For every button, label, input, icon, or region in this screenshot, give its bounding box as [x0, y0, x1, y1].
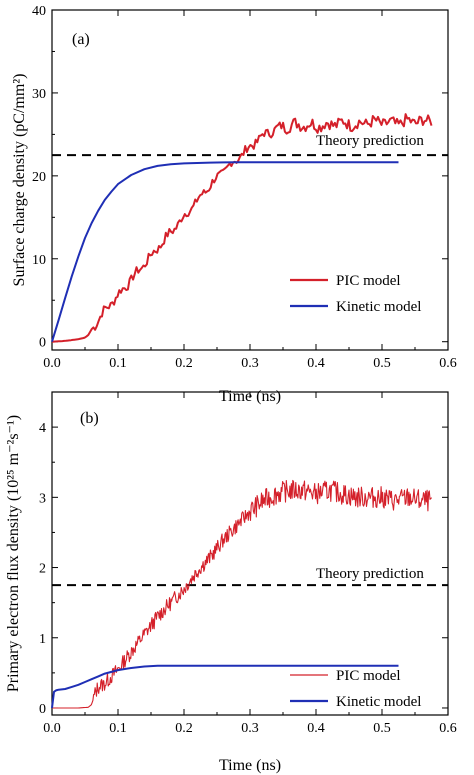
x-tick-label: 0.6 — [439, 356, 457, 371]
x-tick-label: 0.0 — [43, 721, 61, 736]
x-tick-label: 0.2 — [175, 356, 193, 371]
x-tick-label: 0.5 — [373, 356, 391, 371]
legend-label: PIC model — [336, 273, 401, 289]
legend-label: Kinetic model — [336, 694, 421, 710]
kinetic-model-line — [51, 664, 399, 709]
legend-label: Kinetic model — [336, 299, 421, 315]
x-tick-label: 0.1 — [109, 721, 127, 736]
x-tick-label: 0.5 — [373, 721, 391, 736]
y-axis-label: Surface charge density (pC/mm²) — [11, 74, 28, 287]
x-tick-label: 0.3 — [241, 721, 259, 736]
y-tick-label: 3 — [39, 491, 46, 506]
x-tick-label: 0.4 — [307, 721, 325, 736]
x-tick-label: 0.6 — [439, 721, 457, 736]
y-tick-label: 4 — [39, 421, 46, 436]
y-tick-label: 40 — [32, 4, 46, 19]
x-tick-label: 0.1 — [109, 356, 127, 371]
y-tick-label: 20 — [32, 170, 46, 185]
theory-label: Theory prediction — [316, 566, 424, 582]
y-tick-label: 1 — [39, 632, 46, 647]
y-tick-label: 0 — [39, 336, 46, 351]
x-axis-label: Time (ns) — [219, 757, 281, 774]
x-tick-label: 0.3 — [241, 356, 259, 371]
y-tick-label: 0 — [39, 702, 46, 717]
pic-model-line — [52, 479, 432, 709]
x-tick-label: 0.4 — [307, 356, 325, 371]
panel-b: 0.0 0.1 0.2 0.3 0.4 0.5 0.6 0 1 2 3 4 Time (ns) Prima… — [5, 391, 457, 774]
x-tick-label: 0.0 — [43, 356, 61, 371]
y-axis-label: Primary electron flux density (10²⁵ m⁻²s… — [5, 415, 22, 692]
theory-label: Theory prediction — [316, 133, 424, 149]
x-tick-label: 0.2 — [175, 721, 193, 736]
panel-label: (b) — [80, 410, 99, 427]
y-tick-label: 30 — [32, 87, 46, 102]
pic-model-line — [51, 113, 433, 343]
kinetic-model-line — [51, 161, 399, 342]
y-tick-label: 10 — [32, 253, 46, 268]
legend-label: PIC model — [336, 668, 401, 684]
panel-label: (a) — [72, 31, 90, 48]
y-tick-label: 2 — [39, 562, 46, 577]
